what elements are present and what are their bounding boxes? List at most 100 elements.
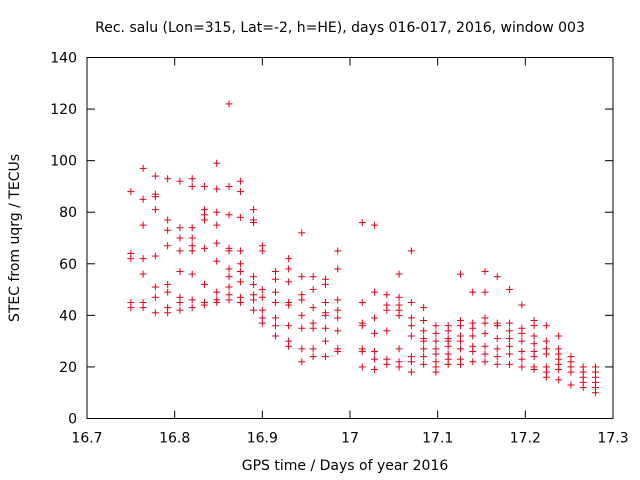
data-point <box>139 164 147 172</box>
data-point <box>176 224 184 232</box>
data-point <box>456 337 464 345</box>
data-point <box>285 265 293 273</box>
data-point <box>395 363 403 371</box>
data-point <box>236 268 244 276</box>
data-point <box>420 360 428 368</box>
data-point <box>321 311 329 319</box>
data-point <box>127 255 135 263</box>
x-tick-label: 16.8 <box>159 431 190 447</box>
data-point <box>481 358 489 366</box>
data-point <box>481 319 489 327</box>
data-point <box>176 298 184 306</box>
data-point <box>213 257 221 265</box>
data-point <box>481 329 489 337</box>
data-point <box>213 159 221 167</box>
data-point <box>518 347 526 355</box>
data-point <box>371 221 379 229</box>
data-point <box>493 360 501 368</box>
x-tick-label: 17.3 <box>597 431 628 447</box>
data-point <box>530 366 538 374</box>
data-point <box>236 247 244 255</box>
data-point <box>176 268 184 276</box>
data-point <box>481 350 489 358</box>
data-point <box>518 337 526 345</box>
data-point <box>298 324 306 332</box>
data-point <box>309 345 317 353</box>
data-point <box>236 213 244 221</box>
x-tick-label: 17.2 <box>510 431 541 447</box>
data-point <box>542 322 550 330</box>
y-tick-label: 0 <box>68 412 77 428</box>
data-point <box>236 260 244 268</box>
data-point <box>383 327 391 335</box>
data-point <box>258 286 266 294</box>
x-tick-label: 17.1 <box>422 431 453 447</box>
data-point <box>432 368 440 376</box>
data-point <box>555 366 563 374</box>
data-point <box>164 216 172 224</box>
data-point <box>188 175 196 183</box>
data-point <box>469 324 477 332</box>
data-point <box>250 296 258 304</box>
data-point <box>432 329 440 337</box>
data-point <box>518 355 526 363</box>
data-point <box>555 376 563 384</box>
x-tick-label: 16.9 <box>247 431 278 447</box>
data-point <box>395 345 403 353</box>
x-tick-label: 16.7 <box>71 431 102 447</box>
data-point <box>258 306 266 314</box>
data-point <box>555 332 563 340</box>
data-point <box>271 288 279 296</box>
data-point <box>432 322 440 330</box>
data-point <box>567 368 575 376</box>
data-point <box>213 185 221 193</box>
data-point <box>469 332 477 340</box>
data-point <box>371 314 379 322</box>
data-point <box>358 363 366 371</box>
data-point <box>506 327 514 335</box>
data-point <box>407 322 415 330</box>
data-point <box>309 273 317 281</box>
data-point <box>444 342 452 350</box>
data-point <box>321 280 329 288</box>
data-point <box>395 311 403 319</box>
data-point <box>250 273 258 281</box>
data-point <box>334 247 342 255</box>
data-point <box>407 358 415 366</box>
data-point <box>250 306 258 314</box>
y-tick-label: 40 <box>59 308 77 324</box>
data-point <box>151 309 159 317</box>
data-point <box>506 319 514 327</box>
data-point <box>200 301 208 309</box>
data-point <box>213 239 221 247</box>
y-axis-label: STEC from uqrg / TECUs <box>7 154 23 322</box>
data-point <box>271 314 279 322</box>
data-point <box>358 322 366 330</box>
data-point <box>309 324 317 332</box>
data-point <box>164 309 172 317</box>
data-point <box>358 347 366 355</box>
data-point <box>188 270 196 278</box>
data-point <box>225 273 233 281</box>
data-point <box>176 177 184 185</box>
data-point <box>139 270 147 278</box>
data-point <box>407 368 415 376</box>
data-point <box>420 353 428 361</box>
data-point <box>200 244 208 252</box>
data-point <box>371 288 379 296</box>
data-point <box>271 322 279 330</box>
data-point <box>493 322 501 330</box>
data-point <box>225 265 233 273</box>
data-point <box>444 327 452 335</box>
data-point <box>213 288 221 296</box>
data-point <box>469 288 477 296</box>
data-point <box>493 353 501 361</box>
data-point <box>444 360 452 368</box>
data-point <box>506 350 514 358</box>
data-point <box>225 283 233 291</box>
data-point <box>271 275 279 283</box>
data-point <box>334 314 342 322</box>
data-point <box>298 358 306 366</box>
data-point <box>225 182 233 190</box>
data-point <box>334 347 342 355</box>
